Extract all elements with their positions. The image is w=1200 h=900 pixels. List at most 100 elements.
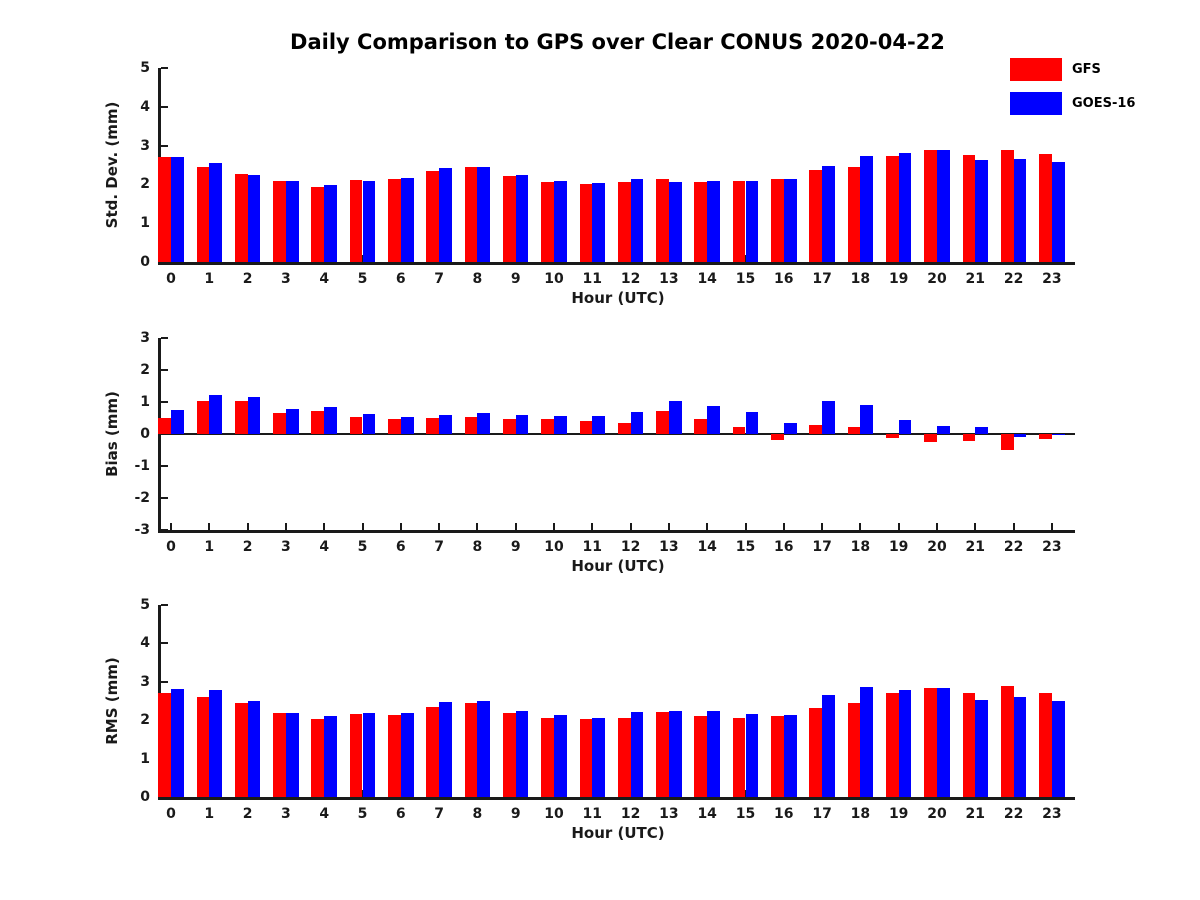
x-tick-label-bias-mm: 15 <box>735 539 756 555</box>
x-tick-label-bias-mm: 4 <box>319 539 330 555</box>
x-tick-label-std-dev-mm: 5 <box>357 271 368 287</box>
x-tick-label-bias-mm: 14 <box>697 539 717 555</box>
legend-swatch-goes16 <box>1010 92 1062 115</box>
x-tick-bias-mm <box>399 523 402 530</box>
bar-goes16-hour-6 <box>400 417 414 434</box>
bar-goes16-hour-6 <box>400 178 414 262</box>
x-tick-bias-mm <box>246 523 249 530</box>
legend-label-gfs: GFS <box>1072 62 1101 77</box>
x-tick-label-bias-mm: 11 <box>582 539 603 555</box>
bar-gfs-hour-8 <box>464 702 478 797</box>
bar-goes16-hour-6 <box>400 712 414 797</box>
x-tick-label-bias-mm: 0 <box>166 539 176 555</box>
bar-goes16-hour-9 <box>515 175 529 262</box>
y-tick-label-bias-mm: -1 <box>134 458 150 474</box>
x-tick-label-bias-mm: 19 <box>888 539 909 555</box>
x-tick-label-std-dev-mm: 21 <box>965 271 986 287</box>
bar-goes16-hour-15 <box>745 180 759 262</box>
legend-item-goes16: GOES-16 <box>1010 92 1135 115</box>
bar-gfs-hour-16 <box>771 178 784 262</box>
x-tick-label-std-dev-mm: 13 <box>659 271 679 287</box>
x-tick-bias-mm <box>170 523 172 530</box>
x-tick-bias-mm <box>323 523 326 530</box>
bar-goes16-hour-12 <box>630 711 644 797</box>
bar-goes16-hour-3 <box>285 181 299 262</box>
bar-gfs-hour-15 <box>732 181 746 262</box>
x-tick-label-std-dev-mm: 14 <box>697 271 717 287</box>
zero-line-bias-mm <box>161 433 1075 435</box>
bar-gfs-hour-16 <box>771 434 784 441</box>
bar-goes16-hour-14 <box>707 405 720 434</box>
x-tick-label-std-dev-mm: 18 <box>850 271 871 287</box>
x-tick-label-bias-mm: 9 <box>510 539 521 555</box>
bar-goes16-hour-10 <box>554 416 567 434</box>
x-tick-label-std-dev-mm: 2 <box>242 271 253 287</box>
x-tick-label-rms-mm: 12 <box>620 806 641 822</box>
y-tick-label-bias-mm: 2 <box>140 362 150 378</box>
x-tick-label-std-dev-mm: 12 <box>620 271 641 287</box>
x-tick-label-std-dev-mm: 6 <box>395 271 406 287</box>
bar-gfs-hour-1 <box>196 401 210 434</box>
x-tick-label-rms-mm: 0 <box>166 806 176 822</box>
bar-gfs-hour-2 <box>234 401 248 434</box>
bar-gfs-hour-3 <box>273 180 286 262</box>
bar-goes16-hour-17 <box>822 695 835 797</box>
bar-goes16-hour-17 <box>822 165 835 262</box>
bar-gfs-hour-15 <box>732 718 746 797</box>
x-tick-bias-mm <box>744 523 747 530</box>
x-tick-label-bias-mm: 21 <box>965 539 986 555</box>
x-axis-label-bias-mm: Hour (UTC) <box>571 557 665 575</box>
x-tick-label-std-dev-mm: 10 <box>544 271 564 287</box>
x-tick-label-std-dev-mm: 1 <box>204 271 215 287</box>
bar-goes16-hour-17 <box>822 401 835 434</box>
x-tick-bias-mm <box>476 523 479 530</box>
x-tick-bias-mm <box>706 523 709 530</box>
bar-gfs-hour-20 <box>924 434 937 443</box>
y-tick-rms-mm <box>161 796 168 798</box>
x-tick-bias-mm <box>1050 523 1053 530</box>
y-tick-bias-mm <box>161 369 168 371</box>
x-tick-bias-mm <box>936 523 938 530</box>
y-tick-label-std-dev-mm: 2 <box>140 176 150 193</box>
bar-gfs-hour-9 <box>502 419 516 434</box>
y-tick-bias-mm <box>161 497 168 499</box>
y-tick-std-dev-mm <box>161 67 168 69</box>
y-tick-bias-mm <box>161 337 168 339</box>
bar-goes16-hour-11 <box>592 183 606 262</box>
bar-goes16-hour-15 <box>745 411 759 434</box>
y-tick-label-bias-mm: 1 <box>140 394 150 410</box>
bar-gfs-hour-1 <box>196 697 210 797</box>
x-tick-label-rms-mm: 20 <box>927 806 947 822</box>
x-tick-label-bias-mm: 13 <box>659 539 679 555</box>
y-tick-std-dev-mm <box>161 144 168 147</box>
bar-gfs-hour-18 <box>847 703 861 797</box>
bar-goes16-hour-0 <box>171 410 184 434</box>
y-tick-label-bias-mm: -2 <box>134 490 150 506</box>
x-tick-label-bias-mm: 20 <box>927 539 947 555</box>
y-tick-label-std-dev-mm: 5 <box>140 60 150 76</box>
x-tick-label-std-dev-mm: 19 <box>888 271 909 287</box>
bar-goes16-hour-5 <box>362 413 376 434</box>
y-tick-bias-mm <box>161 529 168 531</box>
y-tick-label-rms-mm: 5 <box>140 597 150 613</box>
bar-goes16-hour-14 <box>707 181 720 262</box>
x-tick-bias-mm <box>859 523 862 530</box>
bar-goes16-hour-4 <box>324 185 337 262</box>
x-tick-label-std-dev-mm: 7 <box>434 271 444 287</box>
bar-gfs-hour-11 <box>579 719 593 797</box>
bar-goes16-hour-8 <box>477 166 491 262</box>
y-tick-std-dev-mm <box>161 105 168 108</box>
x-tick-label-rms-mm: 15 <box>735 806 756 822</box>
y-tick-label-rms-mm: 0 <box>140 789 150 805</box>
x-tick-label-std-dev-mm: 8 <box>472 271 483 287</box>
bar-gfs-hour-5 <box>349 179 363 262</box>
bar-gfs-hour-7 <box>426 706 440 797</box>
bar-gfs-hour-23 <box>1039 153 1052 262</box>
bar-goes16-hour-22 <box>1013 434 1027 438</box>
bar-gfs-hour-15 <box>732 426 746 434</box>
x-tick-label-rms-mm: 9 <box>510 806 521 822</box>
y-tick-label-bias-mm: 3 <box>140 330 150 346</box>
bar-goes16-hour-14 <box>707 711 720 797</box>
x-tick-bias-mm <box>284 523 287 530</box>
bar-goes16-hour-5 <box>362 180 376 262</box>
